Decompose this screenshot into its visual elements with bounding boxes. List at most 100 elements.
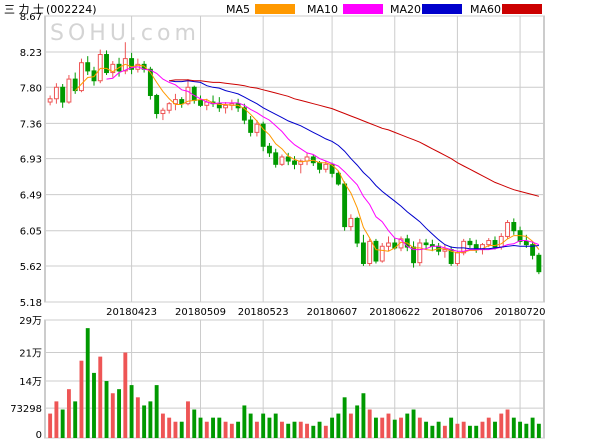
candle-body <box>367 240 373 264</box>
candle-body <box>104 54 109 74</box>
candle-body <box>530 244 536 256</box>
candle-body <box>260 123 266 147</box>
candle <box>198 95 203 107</box>
volume-bar <box>192 409 197 438</box>
volume-bars <box>48 328 541 438</box>
volume-bar <box>85 328 90 438</box>
volume-bar <box>342 397 347 438</box>
price-tick-label: 6.49 <box>20 191 42 202</box>
volume-bar <box>474 425 479 438</box>
candle <box>166 102 172 114</box>
price-tick-label: 8.67 <box>20 12 42 23</box>
volume-bar <box>442 425 447 438</box>
candle-body <box>129 58 135 70</box>
candle-body <box>185 86 191 105</box>
candle <box>379 242 385 263</box>
volume-bar <box>336 413 341 438</box>
candle-body <box>454 252 460 264</box>
ma-line-ma5 <box>74 63 540 254</box>
volume-bar <box>160 413 165 438</box>
candle-body <box>173 99 178 105</box>
candle-body <box>335 172 341 185</box>
date-tick-label: 20180423 <box>106 307 157 318</box>
candle-body <box>216 103 222 109</box>
candle <box>292 156 297 170</box>
volume-bar <box>254 421 259 438</box>
candle-body <box>266 145 272 154</box>
volume-bar <box>186 401 190 438</box>
candle-body <box>329 163 335 174</box>
volume-bar <box>380 417 385 438</box>
candle-body <box>467 240 473 246</box>
candle <box>417 238 423 266</box>
volume-bar <box>374 417 378 438</box>
candle <box>492 236 498 250</box>
volume-bar <box>110 393 115 438</box>
volume-bar <box>424 421 429 438</box>
candle-body <box>53 86 59 100</box>
volume-bar <box>60 409 65 438</box>
volume-bar <box>135 397 140 438</box>
watermark: SOHU.com <box>50 21 200 46</box>
candle-body <box>60 86 66 103</box>
candle <box>461 238 467 256</box>
date-tick-label: 20180720 <box>495 307 546 318</box>
candle-body <box>360 242 366 264</box>
volume-bar <box>311 425 316 438</box>
candle-body <box>411 246 416 264</box>
candle-body <box>442 249 448 252</box>
volume-bar <box>399 417 403 438</box>
volume-bar <box>148 401 153 438</box>
volume-bar <box>411 409 416 438</box>
volume-bar <box>217 417 222 438</box>
volume-bar <box>317 421 322 438</box>
price-axis: 8.67 8.23 7.80 7.36 6.93 6.49 6.05 5.62 5.18 <box>20 12 42 309</box>
candle <box>367 238 373 266</box>
volume-bar <box>449 417 454 438</box>
candle-body <box>511 222 517 232</box>
candle-body <box>160 109 166 115</box>
candle <box>160 107 166 121</box>
volume-bar <box>386 413 391 438</box>
candle-body <box>191 86 197 101</box>
candle <box>110 61 116 78</box>
volume-bar <box>305 423 309 438</box>
volume-tick-label: 73298 <box>10 404 42 415</box>
volume-bar <box>330 417 335 438</box>
volume-bar <box>367 409 372 438</box>
volume-bar <box>430 425 435 438</box>
candle <box>273 148 279 168</box>
candle-body <box>498 235 504 248</box>
candle <box>411 241 416 268</box>
candle-body <box>248 119 254 133</box>
volume-bar <box>511 417 516 438</box>
candle-body <box>273 152 279 165</box>
volume-bar <box>392 419 397 438</box>
candle <box>79 58 84 93</box>
volume-bar <box>286 423 291 438</box>
moving-average-lines <box>74 63 540 254</box>
price-tick-label: 5.18 <box>20 298 42 309</box>
candle <box>154 93 160 119</box>
price-tick-label: 5.62 <box>20 262 42 273</box>
candle <box>47 95 53 106</box>
candle <box>173 93 178 111</box>
candle-body <box>254 123 260 133</box>
candles <box>47 42 542 275</box>
stock-name: 三 力 士 <box>4 3 44 16</box>
ma-line-ma60 <box>169 79 540 197</box>
volume-bar <box>223 421 228 438</box>
volume-bar <box>229 423 234 438</box>
volume-bar <box>530 417 535 438</box>
candle-body <box>47 98 53 103</box>
candle-body <box>523 240 529 246</box>
volume-bar <box>468 425 472 438</box>
candle-body <box>110 63 116 74</box>
volume-tick-label: 21万 <box>19 349 42 360</box>
volume-bar <box>179 421 184 438</box>
candle-body <box>85 62 91 72</box>
volume-bar <box>486 417 491 438</box>
candle-body <box>66 78 72 103</box>
legend-ma5-swatch <box>255 4 295 14</box>
date-tick-label: 20180523 <box>238 307 289 318</box>
